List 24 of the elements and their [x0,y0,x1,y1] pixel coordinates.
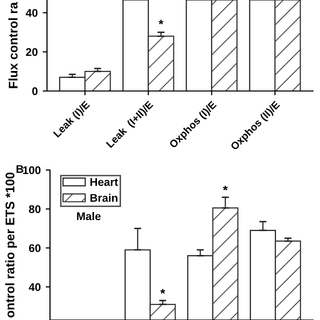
bar [84,70,111,91]
chart-title: B [16,165,24,173]
bar [59,76,86,91]
y-tick-label: 0 [32,87,38,96]
bar [186,0,212,91]
legend-label: Heart [90,178,118,186]
y-axis-title: ontrol ratio per ETS *100 [5,172,17,318]
bar [211,0,238,91]
bar [122,0,149,91]
y-tick-label: 40 [26,8,38,17]
y-tick-label: 40 [28,283,41,292]
annotation: * [160,289,166,294]
y-tick-label: 80 [28,205,41,214]
legend-label: Brain [90,194,118,202]
bar [148,36,174,91]
y-tick-label: 20 [26,48,38,56]
y-tick-label: 100 [23,166,41,174]
annotation: * [158,20,164,24]
annotation: * [222,186,228,190]
annotation: Male [77,212,101,220]
bar [249,0,276,91]
bar [274,0,301,91]
y-axis-title: Flux control ra [8,2,18,88]
y-tick-label: 60 [29,244,41,252]
